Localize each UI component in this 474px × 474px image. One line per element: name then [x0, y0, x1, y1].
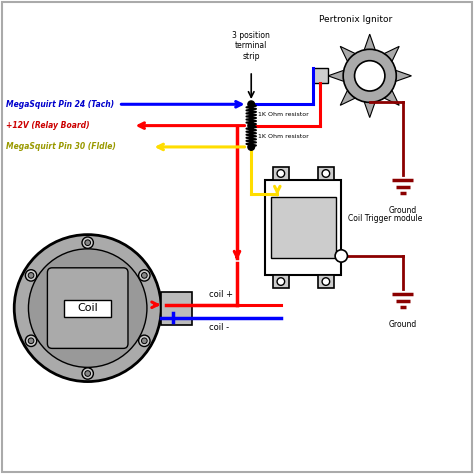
Circle shape	[277, 278, 284, 285]
Circle shape	[82, 237, 93, 248]
Circle shape	[85, 371, 91, 376]
Text: Pertronix Ignitor: Pertronix Ignitor	[319, 15, 392, 24]
Text: MegaSquirt Pin 30 (Fldle): MegaSquirt Pin 30 (Fldle)	[6, 143, 116, 151]
Circle shape	[355, 61, 385, 91]
Text: +12V (Relay Board): +12V (Relay Board)	[6, 121, 89, 130]
Text: 1K Ohm resistor: 1K Ohm resistor	[258, 134, 309, 139]
Text: coil +: coil +	[209, 290, 233, 299]
Polygon shape	[396, 70, 411, 82]
Text: coil -: coil -	[209, 323, 228, 332]
Circle shape	[139, 270, 150, 281]
Circle shape	[14, 235, 161, 382]
Text: 3 position
terminal
strip: 3 position terminal strip	[232, 31, 270, 61]
FancyBboxPatch shape	[47, 268, 128, 348]
Circle shape	[28, 338, 34, 344]
Circle shape	[142, 338, 147, 344]
Circle shape	[343, 49, 396, 102]
Polygon shape	[364, 102, 375, 118]
FancyBboxPatch shape	[265, 180, 341, 275]
Bar	[318, 167, 334, 180]
Circle shape	[25, 270, 36, 281]
Text: Coil Trigger module: Coil Trigger module	[348, 214, 423, 222]
Polygon shape	[384, 46, 399, 62]
Bar	[318, 275, 334, 288]
Bar	[273, 167, 289, 180]
Circle shape	[28, 273, 34, 278]
Circle shape	[28, 249, 147, 367]
Bar	[271, 197, 336, 258]
Circle shape	[85, 240, 91, 246]
Circle shape	[82, 368, 93, 379]
Text: MegaSquirt Pin 24 (Tach): MegaSquirt Pin 24 (Tach)	[6, 100, 114, 109]
Bar	[161, 292, 192, 325]
Circle shape	[335, 250, 347, 262]
Circle shape	[25, 335, 36, 346]
Circle shape	[248, 122, 255, 129]
Circle shape	[248, 101, 255, 108]
Polygon shape	[340, 90, 356, 105]
Circle shape	[248, 144, 255, 150]
Polygon shape	[384, 90, 399, 105]
Polygon shape	[340, 46, 356, 62]
Circle shape	[322, 278, 329, 285]
Text: 1K Ohm resistor: 1K Ohm resistor	[258, 112, 309, 118]
Text: Ground: Ground	[389, 320, 417, 329]
Polygon shape	[328, 70, 344, 82]
Polygon shape	[364, 34, 375, 50]
Bar	[64, 300, 111, 317]
Text: Ground: Ground	[389, 206, 417, 215]
Circle shape	[142, 273, 147, 278]
Text: Coil: Coil	[77, 303, 98, 313]
Circle shape	[277, 170, 284, 177]
Bar	[313, 68, 328, 83]
Circle shape	[322, 170, 329, 177]
Bar	[273, 275, 289, 288]
Circle shape	[139, 335, 150, 346]
